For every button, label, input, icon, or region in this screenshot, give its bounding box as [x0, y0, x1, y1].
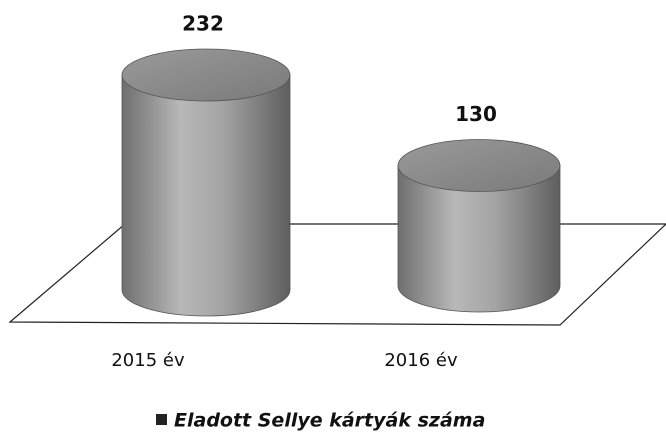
cylinder-body	[121, 74, 291, 317]
x-tick-label: 2015 év	[111, 350, 185, 371]
data-label: 130	[455, 102, 497, 126]
x-tick-label: 2016 év	[384, 350, 458, 371]
legend-label: Eladott Sellye kártyák száma	[174, 410, 485, 432]
cylinder-top	[121, 48, 291, 102]
cylinder-body	[397, 165, 561, 313]
cylinder-top	[397, 139, 561, 192]
data-label: 232	[182, 12, 224, 36]
legend-swatch	[156, 414, 167, 425]
floor	[8, 223, 666, 326]
